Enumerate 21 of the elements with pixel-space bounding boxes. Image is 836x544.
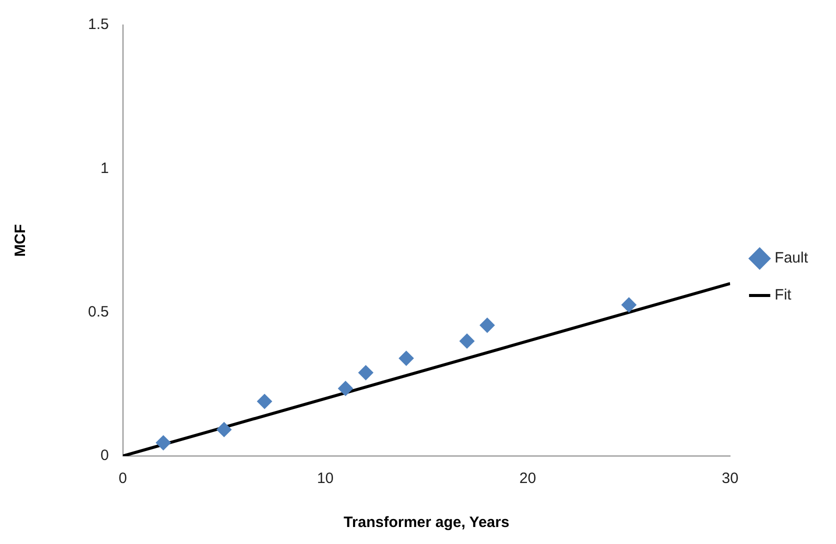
x-tick-label: 30 xyxy=(722,470,738,488)
point xyxy=(621,297,636,312)
y-tick-label: 1.5 xyxy=(88,16,109,34)
y-tick-label: 0 xyxy=(100,447,109,464)
point xyxy=(358,365,374,380)
point xyxy=(459,334,474,349)
x-tick-label: 20 xyxy=(519,470,536,488)
x-axis-title: Transformer age, Years xyxy=(344,514,510,532)
y-tick-label: 0.5 xyxy=(88,303,109,320)
point xyxy=(398,350,414,366)
y-axis-title: MCF xyxy=(12,224,30,257)
point xyxy=(338,380,354,396)
point xyxy=(480,318,495,333)
point xyxy=(257,394,272,409)
point xyxy=(156,435,171,450)
y-tick-label: 1 xyxy=(100,160,109,177)
point xyxy=(216,422,232,438)
x-tick-label: 0 xyxy=(118,470,128,488)
x-tick-label: 10 xyxy=(316,470,334,488)
legend-label: Fit xyxy=(774,286,792,304)
legend-label: Fault xyxy=(774,250,809,267)
